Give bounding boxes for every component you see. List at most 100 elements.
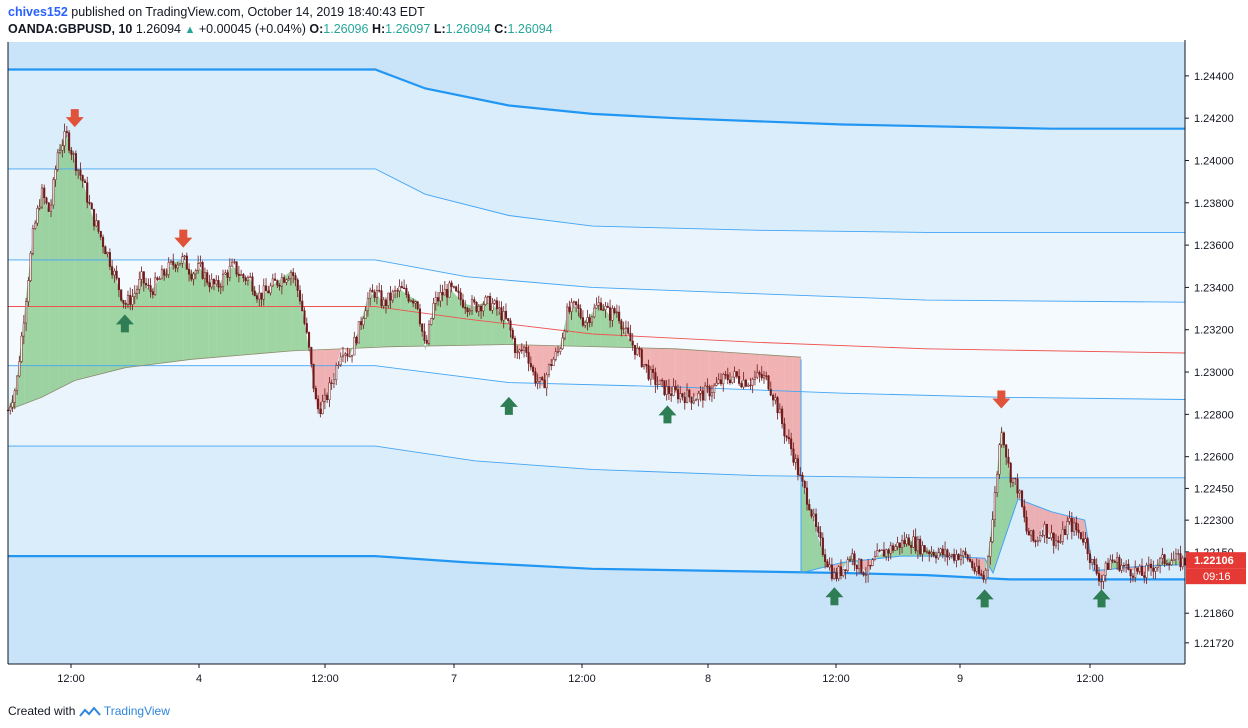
candle-body: [1057, 540, 1060, 543]
y-tick-label: 1.22800: [1194, 409, 1234, 421]
candle-body: [667, 386, 670, 394]
created-with-text: Created with: [8, 704, 76, 718]
anchored-vwap-fill: [483, 302, 493, 345]
candle-body: [905, 537, 908, 545]
candle-body: [860, 558, 863, 574]
candle-body: [81, 175, 84, 182]
candle-body: [1140, 565, 1144, 576]
candle-body: [704, 385, 707, 401]
price-chart[interactable]: 1.24400 1.24200 1.24000 1.23800 1.23600 1.234…: [0, 40, 1248, 695]
candle-body: [375, 290, 378, 298]
price-change: +0.00045 (+0.04%): [198, 22, 306, 36]
candle-body: [826, 561, 829, 568]
candle-body: [828, 564, 831, 568]
candle-body: [781, 408, 784, 424]
y-tick-label: 1.23800: [1194, 198, 1234, 210]
candle-body: [713, 385, 716, 393]
candle-body: [156, 277, 159, 280]
candle-body: [1025, 516, 1028, 532]
candle-body: [710, 392, 713, 397]
candle-body: [298, 290, 302, 302]
candle-body: [251, 276, 254, 292]
candle-body: [867, 564, 870, 576]
candle-body: [821, 537, 824, 555]
candle-body: [317, 398, 320, 410]
tradingview-brand[interactable]: TradingView: [103, 704, 170, 718]
last-price: 1.26094: [135, 22, 181, 36]
candle-body: [432, 303, 435, 319]
candle-body: [529, 363, 532, 368]
anchored-vwap-fill: [108, 255, 117, 373]
candle-body: [527, 352, 530, 364]
candle-body: [301, 300, 304, 311]
anchored-vwap-fill: [275, 276, 284, 353]
candle-body: [1106, 562, 1110, 570]
anchored-vwap-fill: [283, 270, 292, 352]
band-fill-4: [8, 365, 1185, 478]
candle-body: [658, 379, 661, 385]
candle-body: [855, 564, 858, 570]
candle-body: [54, 169, 57, 181]
candle-body: [1156, 565, 1159, 569]
candle-body: [568, 306, 571, 312]
anchored-vwap-fill: [124, 295, 134, 368]
candle-body: [815, 513, 818, 527]
candle-body: [504, 311, 508, 319]
candle-body: [1054, 540, 1058, 546]
candle-body: [244, 277, 247, 281]
candle-body: [20, 335, 23, 362]
candle-body: [1181, 557, 1184, 568]
candle-body: [996, 474, 999, 493]
countdown-tag: [1186, 568, 1246, 585]
candle-body: [292, 272, 295, 276]
candle-body: [679, 393, 682, 400]
candle-body: [373, 291, 376, 298]
candle-body: [609, 307, 612, 321]
candle-body: [1179, 553, 1182, 568]
author-link[interactable]: chives152: [8, 5, 68, 19]
candle-body: [1023, 506, 1026, 518]
candle-body: [131, 296, 134, 305]
candle-body: [262, 285, 265, 300]
outer-lower-band-line: [8, 555, 1185, 581]
candle-body: [910, 544, 913, 548]
candle-body: [921, 545, 924, 555]
candle-body: [90, 203, 93, 210]
candle-body: [654, 372, 657, 385]
anchored-vwap-fill: [208, 281, 217, 358]
candle-body: [824, 554, 827, 562]
candle-body: [955, 554, 958, 561]
candle-body: [271, 278, 274, 287]
candle-body: [953, 554, 956, 561]
anchored-vwap-fill: [291, 270, 301, 351]
candle-body: [507, 318, 510, 322]
candle-body: [525, 346, 528, 353]
candle-body: [210, 279, 213, 288]
candle-body: [602, 309, 605, 311]
candle-body: [400, 286, 403, 289]
candle-body: [862, 572, 865, 576]
anchored-vwap-fill: [216, 274, 226, 358]
candle-body: [1007, 456, 1010, 464]
candle-body: [1154, 567, 1157, 572]
candle-body: [1097, 573, 1101, 582]
candle-body: [559, 348, 562, 352]
candle-body: [1118, 557, 1121, 571]
candle-body: [307, 332, 311, 348]
candle-body: [111, 266, 114, 276]
candle-body: [31, 228, 34, 254]
candle-body: [258, 292, 261, 300]
open-label: O:: [309, 22, 324, 36]
candle-body: [858, 558, 861, 570]
candle-body: [498, 307, 501, 310]
candle-body: [122, 299, 125, 304]
candle-body: [640, 349, 643, 367]
candle-body: [541, 377, 544, 380]
candle-body: [95, 220, 98, 227]
candle-body: [620, 320, 623, 330]
candle-body: [387, 292, 390, 306]
candle-body: [808, 504, 811, 511]
candle-body: [427, 324, 431, 344]
candle-body: [914, 536, 917, 552]
candle-body: [22, 322, 25, 337]
